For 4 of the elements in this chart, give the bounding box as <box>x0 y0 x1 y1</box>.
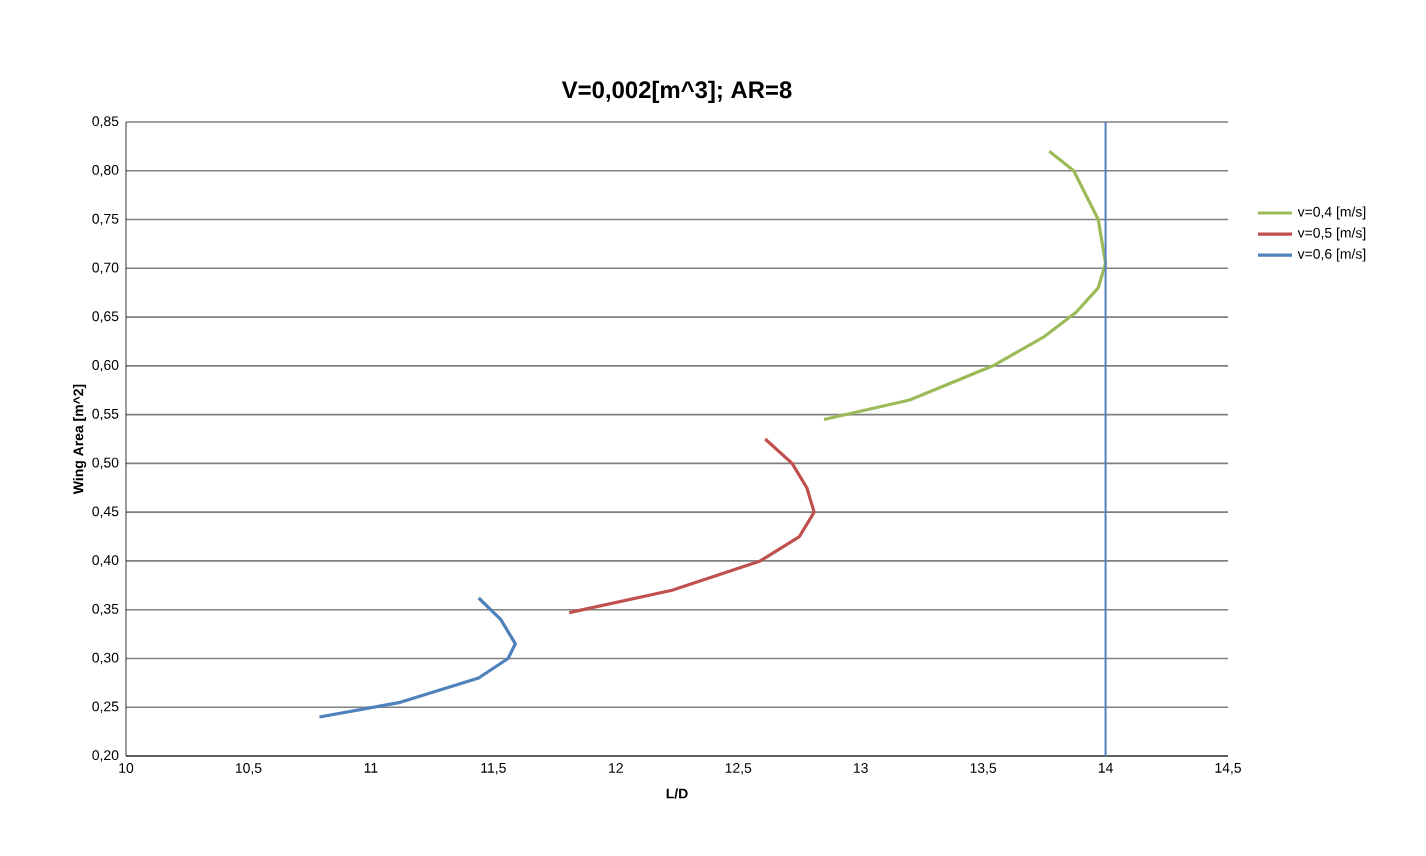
chart-title: V=0,002[m^3]; AR=8 <box>561 80 792 104</box>
line-series <box>317 596 517 719</box>
line-series <box>567 437 816 615</box>
line-series <box>822 149 1108 422</box>
